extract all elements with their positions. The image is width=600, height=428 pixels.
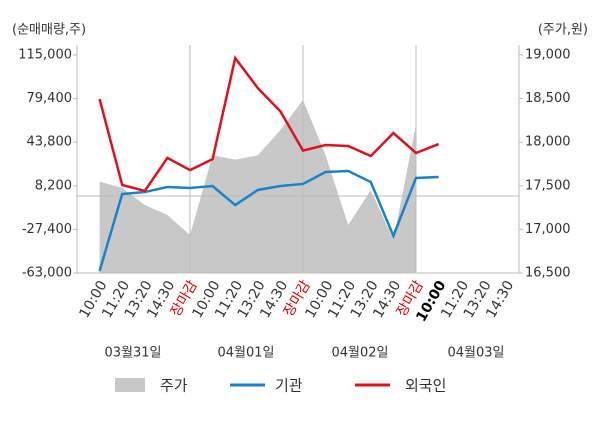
price-area — [99, 99, 416, 274]
date-label: 04월02일 — [331, 346, 388, 361]
y-tick-label: 115,000 — [18, 48, 72, 63]
date-label: 04월01일 — [217, 346, 274, 361]
y2-tick-label: 17,000 — [525, 222, 571, 237]
y-axis-title: (순매매량,주) — [12, 23, 86, 38]
y2-axis-title: (주가,원) — [538, 23, 588, 38]
y2-tick-label: 17,500 — [525, 178, 571, 193]
y-tick-label: 8,200 — [35, 178, 72, 193]
y-tick-label: -27,400 — [22, 222, 72, 237]
legend-label: 기관 — [275, 377, 303, 395]
date-label: 03월31일 — [104, 346, 161, 361]
y-tick-label: -63,000 — [22, 266, 72, 281]
date-label: 04월03일 — [447, 346, 504, 361]
y2-tick-label: 18,500 — [525, 91, 571, 106]
legend-label: 외국인 — [405, 377, 446, 395]
y-tick-label: 43,800 — [27, 135, 73, 150]
legend-swatch — [115, 378, 145, 392]
y2-tick-label: 16,500 — [525, 266, 571, 281]
series-line — [98, 55, 440, 193]
legend-label: 주가 — [160, 377, 188, 395]
y2-tick-label: 19,000 — [525, 48, 571, 63]
y2-tick-label: 18,000 — [525, 135, 571, 150]
y-tick-label: 79,400 — [27, 91, 73, 106]
series-line — [98, 169, 439, 272]
